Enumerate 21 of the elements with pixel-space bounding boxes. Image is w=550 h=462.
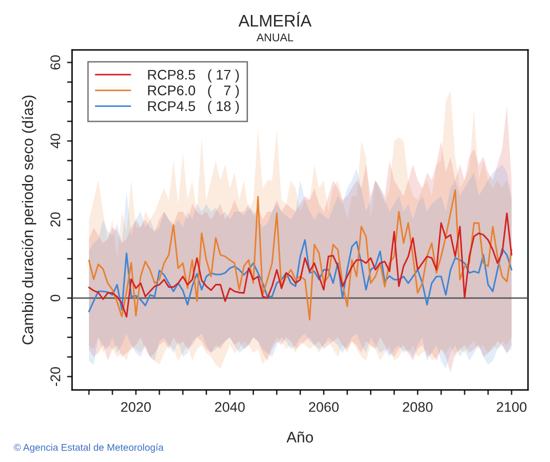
y-tick-label: 0 — [50, 294, 60, 302]
y-tick-label: 20 — [50, 212, 60, 227]
x-tick-label: 2060 — [308, 402, 339, 412]
x-axis-title: Año — [286, 431, 313, 443]
line-series — [88, 189, 512, 320]
y-tick-label: 40 — [50, 134, 60, 148]
y-tick-label: 60 — [50, 55, 60, 70]
legend-label: RCP8.5 ( 17 ) — [148, 69, 239, 82]
line-series — [88, 239, 512, 312]
chart-title: ALMERÍA — [238, 12, 312, 26]
y-axis-title: Cambio duración periodo seco (días) — [22, 96, 36, 344]
line-series — [88, 212, 512, 318]
x-tick-label: 2080 — [402, 402, 433, 412]
legend-label: RCP6.0 ( 7 ) — [148, 85, 239, 98]
x-tick-label: 2040 — [215, 402, 245, 412]
x-tick-label: 2100 — [496, 402, 526, 412]
legend-label: RCP4.5 ( 18 ) — [148, 100, 239, 114]
text: © Agencia Estatal de Meteorología — [14, 444, 164, 453]
chart-subtitle: ANUAL — [256, 34, 294, 42]
y-tick-label: -20 — [50, 367, 60, 386]
x-tick-label: 2020 — [121, 402, 151, 412]
